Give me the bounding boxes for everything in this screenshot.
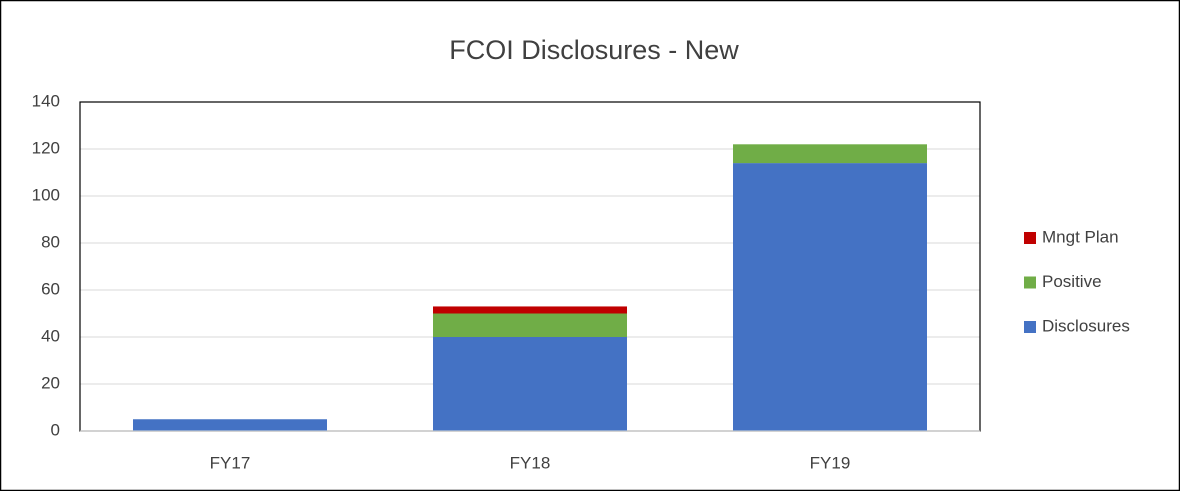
bar-segment — [733, 144, 927, 164]
bar-segment — [733, 163, 927, 431]
bar-segment — [133, 419, 327, 431]
chart-title: FCOI Disclosures - New — [449, 35, 739, 65]
x-tick-label: FY19 — [810, 453, 851, 472]
x-tick-label: FY18 — [510, 453, 551, 472]
legend-label: Disclosures — [1042, 316, 1130, 335]
y-tick-label: 140 — [32, 91, 60, 110]
y-tick-label: 0 — [51, 420, 60, 439]
legend-swatch — [1024, 276, 1036, 289]
y-tick-label: 20 — [41, 373, 60, 392]
y-tick-label: 60 — [41, 279, 60, 298]
bar-segment — [433, 337, 627, 431]
x-tick-label: FY17 — [210, 453, 251, 472]
bar-segment — [433, 313, 627, 337]
y-tick-label: 100 — [32, 185, 60, 204]
legend-swatch — [1024, 232, 1036, 244]
y-tick-label: 40 — [41, 326, 60, 345]
legend-label: Mngt Plan — [1042, 227, 1119, 246]
legend-label: Positive — [1042, 272, 1102, 291]
y-tick-label: 120 — [32, 138, 60, 157]
legend-swatch — [1024, 321, 1036, 333]
bar-segment — [433, 306, 627, 314]
y-tick-label: 80 — [41, 232, 60, 251]
